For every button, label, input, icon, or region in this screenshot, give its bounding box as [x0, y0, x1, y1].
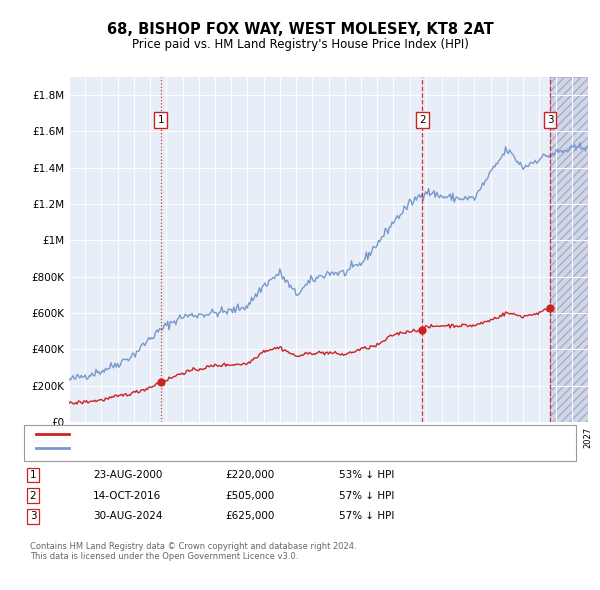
Text: 3: 3 [29, 512, 37, 521]
Text: £505,000: £505,000 [225, 491, 274, 500]
Text: 30-AUG-2024: 30-AUG-2024 [93, 512, 163, 521]
Text: 57% ↓ HPI: 57% ↓ HPI [339, 512, 394, 521]
Text: 2: 2 [419, 115, 426, 125]
Text: £220,000: £220,000 [225, 470, 274, 480]
Text: Contains HM Land Registry data © Crown copyright and database right 2024.
This d: Contains HM Land Registry data © Crown c… [30, 542, 356, 561]
Text: Price paid vs. HM Land Registry's House Price Index (HPI): Price paid vs. HM Land Registry's House … [131, 38, 469, 51]
Bar [550, 77, 588, 422]
Text: 14-OCT-2016: 14-OCT-2016 [93, 491, 161, 500]
Text: 53% ↓ HPI: 53% ↓ HPI [339, 470, 394, 480]
Text: 57% ↓ HPI: 57% ↓ HPI [339, 491, 394, 500]
Text: 68, BISHOP FOX WAY, WEST MOLESEY, KT8 2AT (detached house): 68, BISHOP FOX WAY, WEST MOLESEY, KT8 2A… [75, 430, 394, 439]
Text: 2: 2 [29, 491, 37, 500]
Text: £625,000: £625,000 [225, 512, 274, 521]
Text: 1: 1 [29, 470, 37, 480]
Text: 23-AUG-2000: 23-AUG-2000 [93, 470, 163, 480]
Text: 68, BISHOP FOX WAY, WEST MOLESEY, KT8 2AT: 68, BISHOP FOX WAY, WEST MOLESEY, KT8 2A… [107, 22, 493, 37]
Bar [550, 77, 588, 422]
Text: 1: 1 [157, 115, 164, 125]
Text: HPI: Average price, detached house, Elmbridge: HPI: Average price, detached house, Elmb… [75, 444, 305, 453]
Text: 3: 3 [547, 115, 553, 125]
